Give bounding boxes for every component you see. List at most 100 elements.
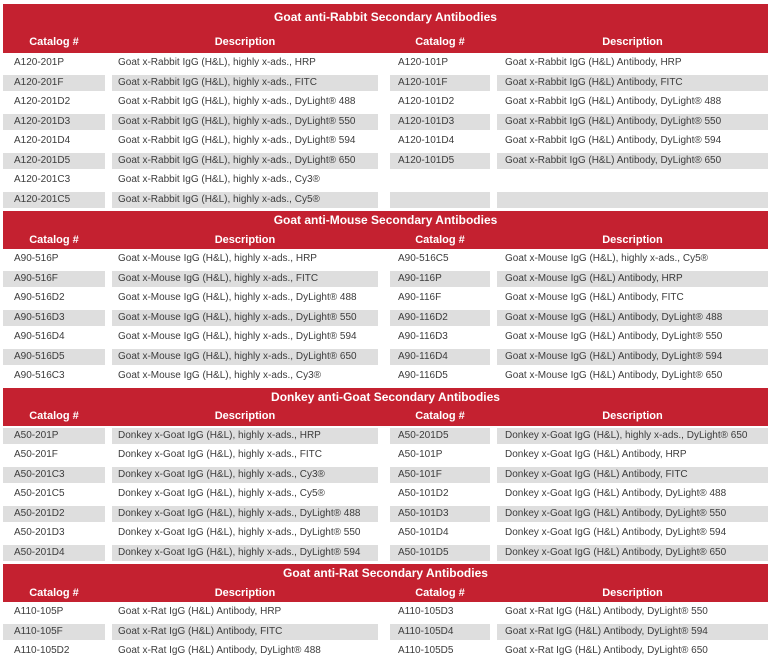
description-cell: Donkey x-Goat IgG (H&L), highly x-ads., … (112, 505, 378, 522)
column-header-catalog-right: Catalog # (415, 410, 465, 422)
catalog-number-cell (390, 191, 490, 208)
catalog-number-cell: A50-101F (390, 466, 490, 483)
table-body: A90-516P Goat x-Mouse IgG (H&L), highly … (3, 251, 768, 384)
description-cell: Goat x-Mouse IgG (H&L), highly x-ads., C… (497, 251, 768, 267)
column-header-description-left: Description (214, 35, 276, 48)
catalog-number-cell: A50-101D5 (390, 544, 490, 561)
catalog-number-cell: A120-201P (3, 55, 105, 71)
table-row: A50-201P Donkey x-Goat IgG (H&L), highly… (3, 427, 768, 444)
description-cell: Donkey x-Goat IgG (H&L), highly x-ads., … (112, 544, 378, 561)
catalog-number-cell: A50-201D2 (3, 505, 105, 522)
catalog-number-cell: A120-201D3 (3, 113, 105, 130)
description-cell: Goat x-Mouse IgG (H&L) Antibody, DyLight… (497, 348, 768, 365)
description-cell: Goat x-Mouse IgG (H&L) Antibody, DyLight… (497, 368, 768, 384)
description-cell: Goat x-Mouse IgG (H&L) Antibody, DyLight… (497, 329, 768, 345)
catalog-number-cell: A90-116D3 (390, 329, 490, 345)
description-cell: Goat x-Rabbit IgG (H&L), highly x-ads., … (112, 113, 378, 130)
catalog-number-cell: A50-201P (3, 427, 105, 444)
description-cell: Goat x-Rabbit IgG (H&L), highly x-ads., … (112, 172, 378, 188)
column-header-description-right: Description (602, 233, 663, 246)
catalog-number-cell: A50-101D4 (390, 525, 490, 541)
column-header-catalog-left: Catalog # (29, 233, 79, 246)
description-cell: Goat x-Rabbit IgG (H&L) Antibody, FITC (497, 74, 768, 91)
catalog-number-cell: A110-105D4 (390, 623, 490, 640)
catalog-number-cell: A90-116D5 (390, 368, 490, 384)
description-cell: Goat x-Mouse IgG (H&L), highly x-ads., F… (112, 270, 378, 287)
description-cell: Goat x-Rabbit IgG (H&L), highly x-ads., … (112, 152, 378, 169)
catalog-number-cell: A90-516P (3, 251, 105, 267)
table-row: A110-105D2 Goat x-Rat IgG (H&L) Antibody… (3, 643, 768, 659)
description-cell (497, 172, 768, 188)
description-cell: Goat x-Rat IgG (H&L) Antibody, DyLight® … (497, 623, 768, 640)
section-title: Donkey anti-Goat Secondary Antibodies (3, 387, 768, 407)
description-cell: Goat x-Mouse IgG (H&L), highly x-ads., C… (112, 368, 378, 384)
table-row: A120-201C3 Goat x-Rabbit IgG (H&L), high… (3, 172, 768, 188)
catalog-number-cell: A90-116F (390, 290, 490, 306)
catalog-number-cell: A120-101D4 (390, 133, 490, 149)
table-row: A90-516D5 Goat x-Mouse IgG (H&L), highly… (3, 348, 768, 365)
catalog-number-cell: A50-201F (3, 447, 105, 463)
description-cell: Donkey x-Goat IgG (H&L), highly x-ads., … (112, 466, 378, 483)
catalog-number-cell: A50-201C3 (3, 466, 105, 483)
description-cell: Donkey x-Goat IgG (H&L), highly x-ads., … (112, 486, 378, 502)
section-title: Goat anti-Rabbit Secondary Antibodies (3, 4, 768, 30)
column-header-description-right: Description (602, 410, 663, 422)
description-cell: Goat x-Rabbit IgG (H&L), highly x-ads., … (112, 74, 378, 91)
column-header-catalog-right: Catalog # (415, 233, 465, 246)
catalog-number-cell: A110-105D5 (390, 643, 490, 659)
column-header-catalog-right: Catalog # (415, 35, 465, 48)
column-header-description-right: Description (602, 586, 663, 599)
table-row: A110-105F Goat x-Rat IgG (H&L) Antibody,… (3, 623, 768, 640)
catalog-number-cell: A120-201D2 (3, 94, 105, 110)
description-cell: Goat x-Mouse IgG (H&L), highly x-ads., D… (112, 309, 378, 326)
table-header-row: Catalog # Description Catalog # Descript… (3, 30, 768, 53)
table-row: A90-516P Goat x-Mouse IgG (H&L), highly … (3, 251, 768, 267)
description-cell: Goat x-Mouse IgG (H&L), highly x-ads., D… (112, 290, 378, 306)
column-header-catalog-left: Catalog # (29, 586, 79, 599)
column-header-description-right: Description (602, 35, 663, 48)
column-header-catalog-left: Catalog # (29, 410, 79, 422)
description-cell: Goat x-Rabbit IgG (H&L) Antibody, HRP (497, 55, 768, 71)
description-cell: Donkey x-Goat IgG (H&L) Antibody, HRP (497, 447, 768, 463)
table-row: A90-516D2 Goat x-Mouse IgG (H&L), highly… (3, 290, 768, 306)
description-cell: Goat x-Rat IgG (H&L) Antibody, DyLight® … (497, 643, 768, 659)
description-cell: Goat x-Rat IgG (H&L) Antibody, HRP (112, 604, 378, 620)
catalog-number-cell: A90-116P (390, 270, 490, 287)
description-cell: Goat x-Mouse IgG (H&L), highly x-ads., H… (112, 251, 378, 267)
description-cell: Goat x-Rat IgG (H&L) Antibody, FITC (112, 623, 378, 640)
description-cell: Donkey x-Goat IgG (H&L), highly x-ads., … (497, 427, 768, 444)
column-header-description-left: Description (214, 233, 276, 246)
table-body: A110-105P Goat x-Rat IgG (H&L) Antibody,… (3, 604, 768, 659)
description-cell: Goat x-Rabbit IgG (H&L), highly x-ads., … (112, 94, 378, 110)
description-cell: Donkey x-Goat IgG (H&L) Antibody, DyLigh… (497, 525, 768, 541)
table-row: A50-201D2 Donkey x-Goat IgG (H&L), highl… (3, 505, 768, 522)
table-row: A50-201C3 Donkey x-Goat IgG (H&L), highl… (3, 466, 768, 483)
table-body: A50-201P Donkey x-Goat IgG (H&L), highly… (3, 427, 768, 561)
column-header-description-left: Description (214, 586, 276, 599)
table-header-row: Catalog # Description Catalog # Descript… (3, 583, 768, 602)
table-body: A120-201P Goat x-Rabbit IgG (H&L), highl… (3, 55, 768, 208)
catalog-number-cell: A90-516D4 (3, 329, 105, 345)
catalog-number-cell: A50-101D2 (390, 486, 490, 502)
catalog-number-cell: A90-516D3 (3, 309, 105, 326)
description-cell: Goat x-Rabbit IgG (H&L), highly x-ads., … (112, 133, 378, 149)
catalog-number-cell: A120-201F (3, 74, 105, 91)
table-row: A120-201C5 Goat x-Rabbit IgG (H&L), high… (3, 191, 768, 208)
description-cell: Donkey x-Goat IgG (H&L) Antibody, DyLigh… (497, 486, 768, 502)
catalog-number-cell: A120-101D3 (390, 113, 490, 130)
description-cell: Goat x-Rabbit IgG (H&L) Antibody, DyLigh… (497, 94, 768, 110)
table-header-row: Catalog # Description Catalog # Descript… (3, 230, 768, 249)
catalog-number-cell: A120-101D5 (390, 152, 490, 169)
catalog-number-cell: A120-201D5 (3, 152, 105, 169)
catalog-number-cell: A90-516C3 (3, 368, 105, 384)
catalog-number-cell: A90-516D5 (3, 348, 105, 365)
table-row: A120-201P Goat x-Rabbit IgG (H&L), highl… (3, 55, 768, 71)
section-goat-anti-mouse-secondary-antibodies: Goat anti-Mouse Secondary Antibodies Cat… (3, 211, 768, 384)
table-row: A110-105P Goat x-Rat IgG (H&L) Antibody,… (3, 604, 768, 620)
catalog-number-cell: A120-201C3 (3, 172, 105, 188)
section-donkey-anti-goat-secondary-antibodies: Donkey anti-Goat Secondary Antibodies Ca… (3, 387, 768, 561)
catalog-number-cell: A120-101D2 (390, 94, 490, 110)
column-header-catalog-right: Catalog # (415, 586, 465, 599)
catalog-number-cell: A90-516D2 (3, 290, 105, 306)
